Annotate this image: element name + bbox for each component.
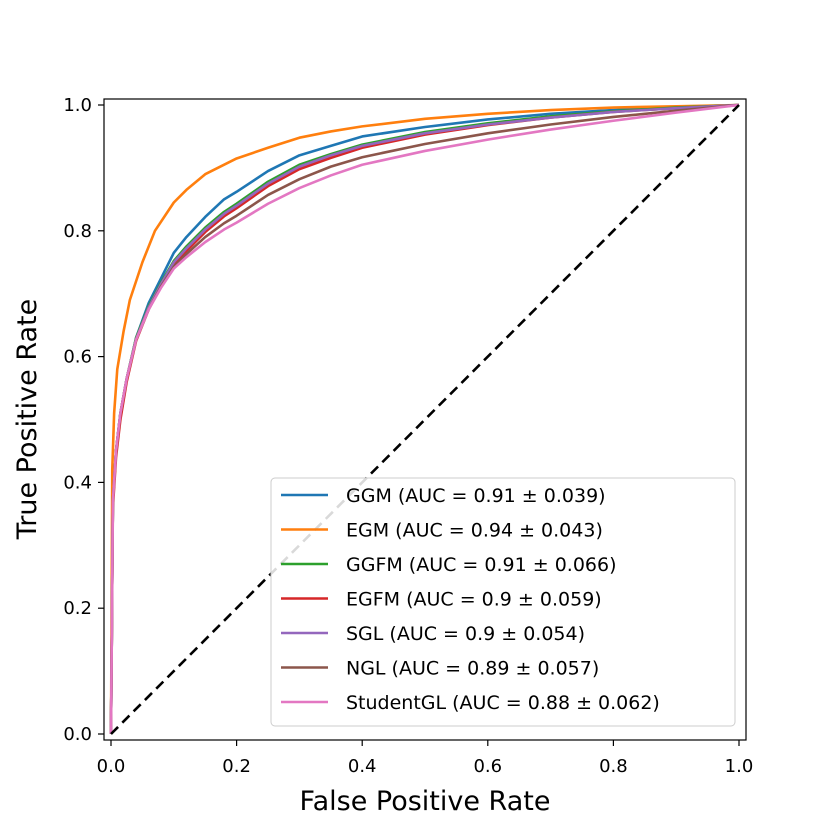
x-tick-label: 1.0 — [725, 756, 754, 777]
x-tick-label: 0.0 — [97, 756, 126, 777]
y-tick-label: 0.0 — [63, 724, 92, 745]
x-tick-label: 0.2 — [222, 756, 251, 777]
legend-entry-label-3: EGFM (AUC = 0.9 ± 0.059) — [346, 589, 602, 611]
legend-entry-label-0: GGM (AUC = 0.91 ± 0.039) — [346, 485, 606, 507]
legend-entry-label-5: NGL (AUC = 0.89 ± 0.057) — [346, 658, 599, 680]
y-axis-title: True Positive Rate — [12, 299, 43, 541]
y-tick-label: 0.6 — [63, 347, 92, 368]
x-axis-title: False Positive Rate — [300, 786, 551, 817]
x-tick-label: 0.4 — [348, 756, 377, 777]
legend-entry-label-1: EGM (AUC = 0.94 ± 0.043) — [346, 520, 603, 542]
legend-entry-label-2: GGFM (AUC = 0.91 ± 0.066) — [346, 554, 617, 576]
x-tick-label: 0.6 — [473, 756, 502, 777]
x-tick-label: 0.8 — [599, 756, 628, 777]
legend-entry-label-4: SGL (AUC = 0.9 ± 0.054) — [346, 623, 585, 645]
y-tick-label: 0.2 — [63, 598, 92, 619]
legend: GGM (AUC = 0.91 ± 0.039) EGM (AUC = 0.94 … — [270, 477, 736, 727]
y-tick-label: 0.4 — [63, 472, 92, 493]
chance-diagonal-line — [110, 104, 740, 735]
curves-layer — [109, 103, 740, 735]
ticks-layer: 0.0 0.2 0.4 0.6 0.8 1.0 0.0 0.2 0.4 0.6 0.8 1.0 — [63, 95, 753, 777]
legend-box — [270, 477, 736, 727]
y-tick-label: 1.0 — [63, 95, 92, 116]
plot-frame — [103, 98, 747, 741]
legend-entry-label-6: StudentGL (AUC = 0.88 ± 0.062) — [346, 692, 660, 714]
series-line-6 — [109, 103, 740, 735]
series-line-1 — [109, 103, 740, 735]
y-tick-label: 0.8 — [63, 221, 92, 242]
